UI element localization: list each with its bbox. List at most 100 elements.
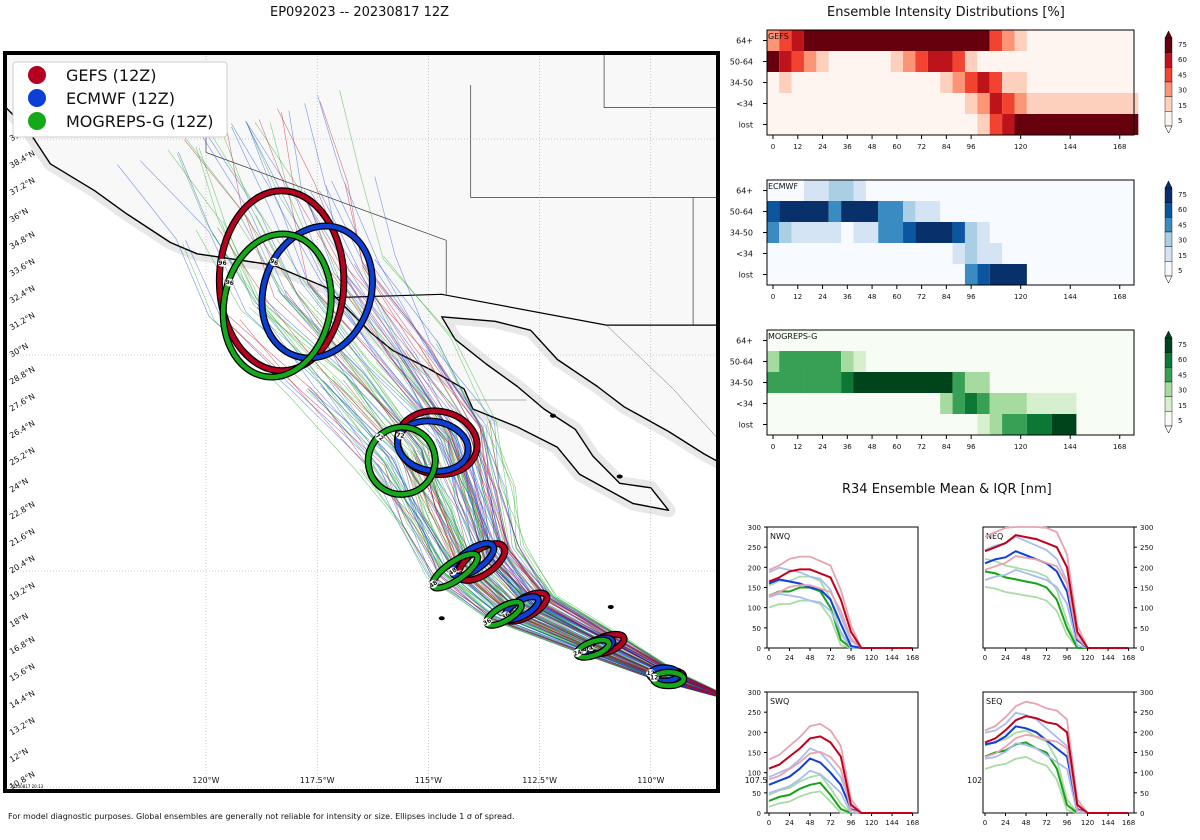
- heatmap-cell: [952, 222, 965, 243]
- spread-ellipses: 000121212242424363636484848727272969696: [215, 187, 758, 707]
- x-tick-label: 0: [771, 143, 775, 151]
- hour-label: 48: [428, 579, 439, 590]
- y-tick-label: 250: [1140, 709, 1153, 717]
- colorbar-seg: [1164, 187, 1173, 203]
- ellipse-outline: [731, 700, 758, 707]
- lon-label: 110°W: [637, 776, 664, 785]
- hour-label: 24: [578, 646, 588, 655]
- y-tick-label: 300: [748, 524, 761, 532]
- x-tick-label: 0: [771, 443, 775, 451]
- y-tick-label: 100: [1140, 770, 1153, 778]
- heatmap-cell: [952, 51, 965, 72]
- y-tick-label: 0: [757, 645, 761, 653]
- heatmap-cell: [977, 393, 990, 414]
- x-tick-label: 120: [1014, 293, 1027, 301]
- heatmap-cell: [828, 180, 854, 201]
- island: [438, 616, 445, 621]
- heatmap-name: ECMWF: [768, 182, 798, 191]
- heatmap-cell: [977, 243, 1003, 264]
- heatmap-cell: [828, 201, 842, 222]
- heatmap-gefs: GEFS 64+ 50-64 34-50 <34 lost 0 12 24 36 48 60 72 84 9…: [730, 29, 1187, 151]
- heatmap-cell: [1014, 30, 1027, 51]
- colorbar-seg: [1164, 202, 1173, 218]
- heatmap-cell: [977, 414, 990, 435]
- heatmap-cell: [1026, 93, 1139, 114]
- hour-label-bg: [727, 699, 736, 707]
- ellipse-gefs-0: 0: [727, 698, 758, 707]
- heatmap-cell: [977, 114, 990, 135]
- legend-marker: [28, 89, 46, 107]
- colorbar-tick-label: 60: [1178, 56, 1187, 64]
- heatmap-cell: [803, 30, 990, 51]
- heatmap-cell: [803, 372, 842, 393]
- heatmap-cell: [878, 222, 904, 243]
- heatmap-cell: [841, 222, 854, 243]
- row-label: 64+: [736, 337, 753, 346]
- heatmap-cell: [803, 51, 817, 72]
- row-label: 64+: [736, 187, 753, 196]
- hour-label: 72: [374, 432, 385, 443]
- island: [616, 474, 623, 479]
- x-tick-label: 12: [793, 293, 802, 301]
- x-tick-label: 144: [1101, 654, 1115, 662]
- hour-label: 24: [572, 649, 582, 658]
- heatmap-cell: [853, 351, 866, 372]
- colorbar-seg: [1164, 246, 1173, 262]
- colorbar-tick-label: 45: [1178, 371, 1187, 379]
- row-label: 64+: [736, 37, 753, 46]
- colorbar-seg: [1164, 231, 1173, 247]
- heatmap-cell: [841, 372, 854, 393]
- x-tick-label: 72: [917, 443, 926, 451]
- y-tick-label: 200: [748, 564, 761, 572]
- hour-label-bg: [448, 567, 458, 576]
- heatmap-cell: [903, 51, 916, 72]
- x-tick-label: 0: [983, 819, 987, 827]
- ellipse-gefs-96: 96: [215, 187, 348, 375]
- heatmap-cell: [1002, 414, 1027, 435]
- map-body: 000121212242424363636484848727272969696: [5, 53, 758, 791]
- track-ecmwf: [256, 306, 718, 697]
- hour-label: 96: [269, 258, 279, 267]
- hour-label: 0: [729, 699, 733, 706]
- island: [607, 605, 614, 609]
- heatmap-cell: [952, 393, 965, 414]
- heatmap-cell: [989, 114, 1003, 135]
- x-tick-label: 144: [885, 819, 899, 827]
- heatmap-cell: [964, 243, 978, 264]
- heatmap-cell: [853, 222, 879, 243]
- x-tick-label: 24: [818, 293, 827, 301]
- hour-label: 48: [448, 567, 459, 578]
- map-panel: 0001212122424243636364848487272729696961…: [3, 51, 1109, 793]
- colorbar-tick-label: 45: [1178, 71, 1187, 79]
- colorbar-seg: [1164, 381, 1173, 397]
- heatmap-cell: [989, 414, 1003, 435]
- heatmap-cell: [940, 72, 953, 93]
- legend-box: [12, 61, 228, 138]
- heatmap-cell: [989, 93, 1003, 114]
- x-tick-label: 144: [1064, 443, 1078, 451]
- colorbar-tick-label: 60: [1178, 356, 1187, 364]
- x-tick-label: 0: [767, 654, 771, 662]
- heatmap-mogreps-g: MOGREPS-G 64+ 50-64 34-50 <34 lost 0 12 24 36 48 60…: [730, 329, 1187, 451]
- x-tick-label: 36: [843, 143, 852, 151]
- x-tick-label: 96: [1063, 819, 1072, 827]
- x-tick-label: 24: [1001, 819, 1010, 827]
- lon-label: 117.5°W: [300, 776, 335, 785]
- colorbar-seg: [1164, 261, 1173, 277]
- x-tick-label: 72: [826, 654, 835, 662]
- x-tick-label: 72: [917, 293, 926, 301]
- hour-label: 24: [584, 644, 594, 653]
- r34-swq: SWQ 0 50 100 150 200 250 300 0 24 48 72 96 120 144 168: [748, 689, 920, 827]
- ellipse-ecmwf-72: 72: [394, 417, 472, 475]
- colorbar-tick-label: 60: [1178, 206, 1187, 214]
- row-label: <34: [736, 400, 753, 409]
- track-ecmwf: [116, 164, 718, 698]
- heatmap-cell: [1051, 414, 1077, 435]
- row-label: <34: [736, 250, 753, 259]
- x-tick-label: 60: [892, 143, 901, 151]
- hour-label: 72: [396, 432, 405, 440]
- x-tick-label: 48: [1022, 654, 1031, 662]
- track-gefs: [217, 227, 718, 696]
- hour-label-bg: [649, 673, 659, 682]
